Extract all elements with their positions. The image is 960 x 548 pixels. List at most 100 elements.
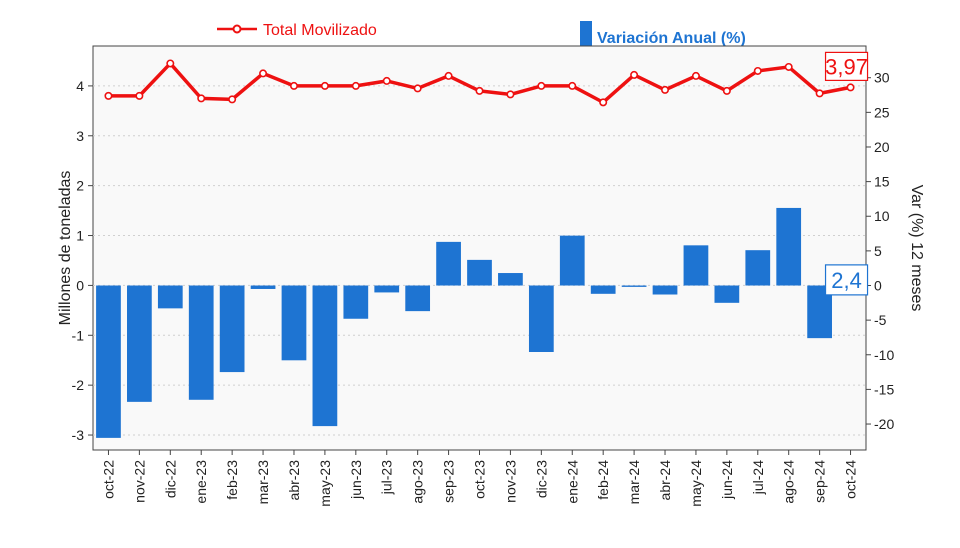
x-tick-label: abr-24: [657, 460, 673, 501]
right-tick-label: 20: [874, 139, 890, 155]
x-tick-label: feb-24: [595, 460, 611, 500]
bar: [653, 286, 678, 295]
x-tick-label: oct-22: [100, 460, 116, 499]
line-point: [816, 90, 822, 96]
right-tick-label: -10: [874, 347, 894, 363]
x-tick-label: jul-23: [379, 460, 395, 495]
bar: [745, 250, 770, 285]
x-axis-ticks: oct-22 nov-22 dic-22 ene-23 feb-23 mar-23 abr-…: [100, 450, 858, 507]
left-tick-label: -1: [72, 327, 85, 343]
x-tick-label: dic-23: [533, 460, 549, 498]
line-point: [538, 83, 544, 89]
line-point: [755, 68, 761, 74]
right-tick-label: 30: [874, 70, 890, 86]
bar: [467, 260, 492, 286]
line-point: [105, 93, 111, 99]
left-axis-ticks: -3 -2 -1 0 1 2 3 4: [72, 78, 93, 443]
legend-line-label: Total Movilizado: [263, 22, 377, 39]
right-tick-label: -15: [874, 381, 894, 397]
bar: [529, 286, 554, 352]
bar: [498, 273, 523, 285]
line-point: [600, 99, 606, 105]
line-point: [353, 83, 359, 89]
right-axis-ticks: -20 -15 -10 -5 0 5 10 15 20 25 30: [866, 70, 894, 432]
line-point: [631, 72, 637, 78]
left-tick-label: 3: [76, 128, 84, 144]
x-tick-label: may-24: [688, 460, 704, 507]
line-point: [291, 83, 297, 89]
legend-bar-marker: [580, 21, 592, 49]
line-point: [847, 84, 853, 90]
bar: [158, 286, 183, 309]
line-point: [384, 78, 390, 84]
bar: [684, 245, 709, 285]
line-point: [136, 93, 142, 99]
right-tick-label: 15: [874, 174, 890, 190]
x-tick-label: jun-23: [348, 460, 364, 500]
bar: [436, 242, 461, 286]
line-point: [260, 70, 266, 76]
bar: [127, 286, 152, 402]
x-tick-label: jun-24: [719, 460, 735, 500]
right-tick-label: -20: [874, 416, 894, 432]
x-tick-label: nov-22: [131, 460, 147, 503]
line-point: [693, 73, 699, 79]
line-point: [414, 85, 420, 91]
left-axis-title: Millones de toneladas: [57, 171, 74, 326]
x-tick-label: sep-24: [812, 460, 828, 503]
x-tick-label: mar-24: [626, 460, 642, 505]
line-point: [476, 88, 482, 94]
line-last-value: 3,97: [825, 54, 868, 79]
bar: [189, 286, 214, 400]
x-tick-label: jul-24: [750, 460, 766, 495]
x-tick-label: nov-23: [502, 460, 518, 503]
x-tick-label: feb-23: [224, 460, 240, 500]
bar: [591, 286, 616, 294]
bar: [560, 236, 585, 286]
bar: [282, 286, 307, 361]
left-tick-label: 1: [76, 228, 84, 244]
line-point: [229, 96, 235, 102]
left-tick-label: 2: [76, 178, 84, 194]
left-tick-label: 0: [76, 277, 84, 293]
line-point: [445, 73, 451, 79]
left-tick-label: -2: [72, 377, 85, 393]
x-tick-label: sep-23: [441, 460, 457, 503]
x-tick-label: may-23: [317, 460, 333, 507]
x-tick-label: mar-23: [255, 460, 271, 505]
x-tick-label: ago-23: [410, 460, 426, 504]
bar: [405, 286, 430, 312]
bar: [96, 286, 121, 438]
line-point: [786, 64, 792, 70]
x-tick-label: ene-24: [564, 460, 580, 504]
line-point: [198, 95, 204, 101]
line-point: [507, 91, 513, 97]
x-tick-label: oct-24: [843, 460, 859, 499]
bar-last-value: 2,4: [831, 268, 862, 293]
bar: [776, 208, 801, 286]
right-tick-label: 25: [874, 104, 890, 120]
bar: [313, 286, 338, 427]
right-tick-label: 5: [874, 243, 882, 259]
bar: [622, 286, 647, 287]
left-tick-label: -3: [72, 427, 85, 443]
bar: [220, 286, 245, 373]
right-axis-title: Var (%) 12 meses: [908, 185, 925, 312]
right-tick-label: 0: [874, 278, 882, 294]
x-tick-label: ago-24: [781, 460, 797, 504]
legend-line-marker-dot: [234, 26, 241, 33]
left-tick-label: 4: [76, 78, 84, 94]
x-tick-label: oct-23: [472, 460, 488, 499]
line-point: [569, 83, 575, 89]
legend: Total Movilizado Variación Anual (%): [217, 21, 746, 49]
x-tick-label: abr-23: [286, 460, 302, 501]
bar: [251, 286, 276, 289]
bar: [374, 286, 399, 293]
line-point: [322, 83, 328, 89]
x-tick-label: ene-23: [193, 460, 209, 504]
line-point: [662, 87, 668, 93]
right-tick-label: -5: [874, 312, 887, 328]
legend-bar-label: Variación Anual (%): [597, 30, 746, 47]
x-tick-label: dic-22: [162, 460, 178, 498]
bar: [343, 286, 368, 319]
